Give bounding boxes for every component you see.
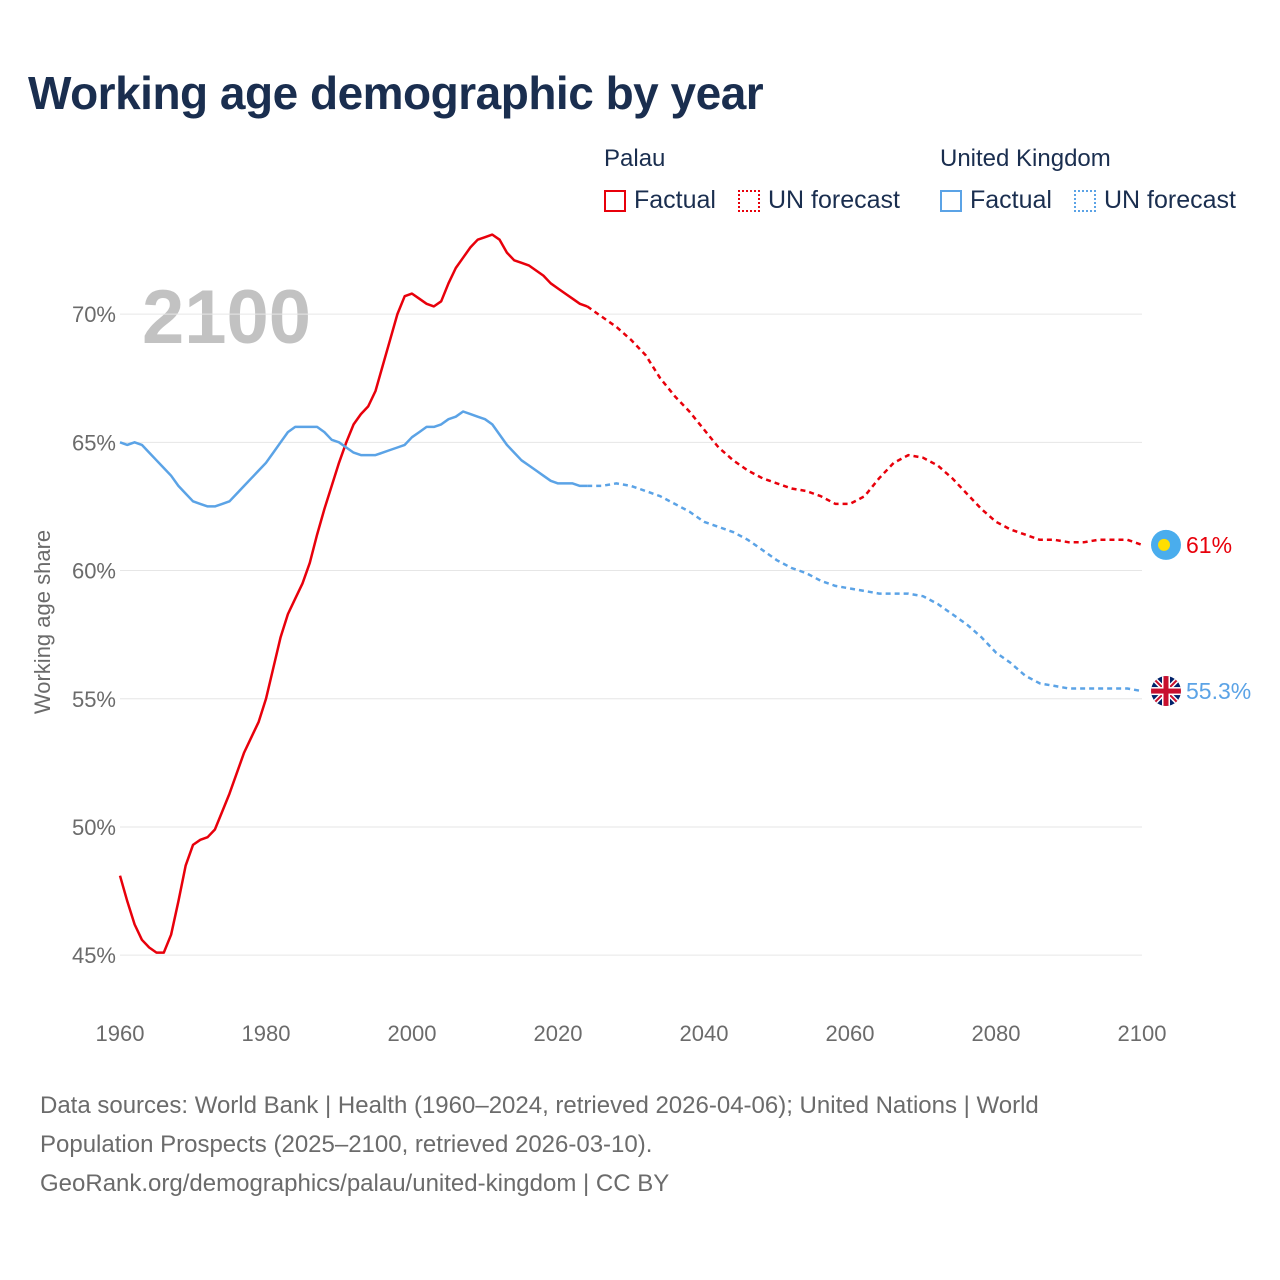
legend-group-united-kingdom: United Kingdom [940,145,1111,172]
legend-item-uk-forecast[interactable]: UN forecast [1074,186,1236,215]
palau-flag-moon [1158,538,1170,551]
x-tick-label: 2080 [972,1021,1021,1046]
legend-label: Factual [634,186,716,214]
legend-swatch-dotted-icon [738,189,760,212]
legend-item-palau-forecast[interactable]: UN forecast [738,186,900,215]
y-tick-label: 45% [72,943,116,968]
series-line-palau-forecast [586,305,1143,547]
legend-group-palau: Palau [604,145,666,172]
y-axis-label: Working age share [30,530,55,714]
data-sources-footer: Data sources: World Bank | Health (1960–… [40,1086,1240,1203]
year-watermark: 2100 [142,275,311,360]
y-tick-label: 60% [72,559,116,584]
series-line-palau-factual [118,233,588,954]
legend-label: UN forecast [768,186,900,214]
x-tick-label: 2100 [1118,1021,1167,1046]
uk-flag-icon [1151,676,1181,707]
end-value-label: 61% [1186,532,1232,558]
legend-swatch-dotted-icon [1074,189,1096,212]
footer-line: Data sources: World Bank | Health (1960–… [40,1092,1039,1119]
x-tick-label: 2020 [534,1021,583,1046]
y-tick-label: 65% [72,430,116,455]
series-line-united-kingdom-forecast [587,482,1143,693]
legend-swatch-solid-icon [940,189,962,212]
x-tick-label: 1980 [242,1021,291,1046]
legend-item-uk-factual[interactable]: Factual [940,186,1052,215]
x-tick-label: 2040 [680,1021,729,1046]
x-tick-label: 2060 [826,1021,875,1046]
end-value-label: 55.3% [1186,678,1251,704]
footer-line: GeoRank.org/demographics/palau/united-ki… [40,1170,670,1197]
legend-swatch-solid-icon [604,189,626,212]
x-tick-label: 2000 [388,1021,437,1046]
legend-label: Factual [970,186,1052,214]
series-line-united-kingdom-factual [119,410,588,508]
y-tick-label: 70% [72,302,116,327]
legend-label: UN forecast [1104,186,1236,214]
chart-title: Working age demographic by year [28,67,764,119]
footer-line: Population Prospects (2025–2100, retriev… [40,1131,653,1158]
x-tick-label: 1960 [96,1021,145,1046]
y-tick-label: 50% [72,815,116,840]
legend-item-palau-factual[interactable]: Factual [604,186,716,215]
y-tick-label: 55% [72,687,116,712]
